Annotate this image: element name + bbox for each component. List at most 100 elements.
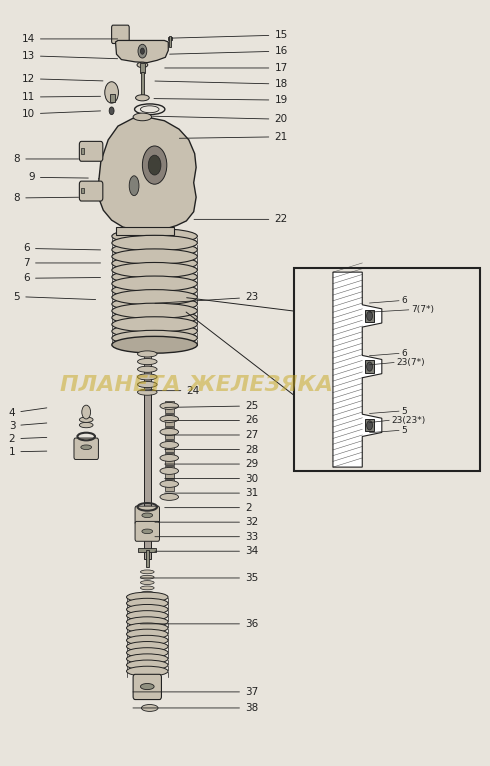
Ellipse shape (112, 330, 197, 345)
Text: 8: 8 (14, 154, 78, 164)
Ellipse shape (112, 249, 197, 264)
Ellipse shape (79, 422, 93, 427)
Text: 31: 31 (165, 488, 258, 498)
Text: 18: 18 (155, 79, 288, 89)
Ellipse shape (141, 570, 154, 574)
Ellipse shape (112, 242, 197, 257)
Text: 6: 6 (24, 273, 100, 283)
Bar (140, 64, 145, 74)
Ellipse shape (112, 296, 197, 312)
Text: 5: 5 (401, 407, 407, 416)
Circle shape (141, 48, 145, 54)
Text: 7: 7 (24, 258, 100, 268)
Ellipse shape (160, 493, 178, 500)
Ellipse shape (137, 62, 148, 67)
FancyBboxPatch shape (112, 25, 129, 44)
Bar (139, 548, 156, 552)
Circle shape (367, 421, 372, 430)
Text: 34: 34 (155, 546, 258, 556)
Text: 9: 9 (28, 172, 88, 182)
Ellipse shape (138, 389, 157, 395)
Text: 6: 6 (401, 296, 407, 305)
Text: 24: 24 (140, 385, 199, 396)
Ellipse shape (160, 480, 178, 487)
Ellipse shape (141, 581, 154, 584)
Bar (165, 414, 173, 426)
Ellipse shape (112, 290, 197, 305)
Bar (165, 427, 173, 439)
Ellipse shape (160, 441, 178, 448)
Ellipse shape (133, 113, 152, 121)
Text: 27: 27 (165, 430, 258, 440)
Text: 1: 1 (9, 447, 47, 457)
Text: 37: 37 (133, 687, 258, 697)
Circle shape (109, 107, 114, 115)
Text: 36: 36 (140, 619, 258, 629)
Bar (165, 401, 173, 413)
Text: 15: 15 (172, 30, 288, 40)
FancyBboxPatch shape (79, 142, 103, 162)
Text: 8: 8 (14, 193, 78, 203)
Ellipse shape (142, 513, 153, 518)
Text: 28: 28 (165, 444, 258, 454)
Text: 2: 2 (165, 502, 252, 512)
Ellipse shape (126, 666, 168, 676)
Text: 12: 12 (22, 74, 103, 83)
Ellipse shape (112, 270, 197, 284)
Text: 35: 35 (140, 573, 258, 583)
Ellipse shape (126, 642, 168, 651)
Text: 23(7*): 23(7*) (396, 358, 425, 367)
Ellipse shape (126, 611, 168, 620)
Bar (81, 149, 84, 154)
Ellipse shape (126, 654, 168, 664)
Bar (165, 440, 173, 452)
Ellipse shape (142, 705, 158, 712)
Ellipse shape (141, 106, 159, 113)
Bar (81, 188, 84, 193)
Ellipse shape (112, 256, 197, 271)
Ellipse shape (138, 381, 157, 388)
Ellipse shape (126, 623, 168, 633)
Ellipse shape (126, 660, 168, 670)
Ellipse shape (138, 366, 157, 372)
Ellipse shape (112, 276, 197, 291)
Ellipse shape (126, 648, 168, 658)
Ellipse shape (81, 445, 92, 450)
Text: 38: 38 (133, 703, 258, 713)
Ellipse shape (141, 591, 154, 595)
FancyBboxPatch shape (74, 438, 98, 460)
Circle shape (138, 44, 147, 58)
Text: 23(23*): 23(23*) (392, 416, 426, 425)
Ellipse shape (112, 283, 197, 298)
Bar (365, 309, 374, 322)
Circle shape (367, 311, 372, 320)
Text: 11: 11 (22, 92, 100, 102)
Ellipse shape (141, 586, 154, 590)
Text: 22: 22 (194, 214, 288, 224)
Polygon shape (333, 272, 382, 467)
Text: 10: 10 (22, 109, 100, 119)
Polygon shape (116, 41, 168, 63)
FancyBboxPatch shape (79, 181, 103, 201)
Ellipse shape (160, 402, 178, 409)
Bar (168, 37, 172, 41)
Text: 33: 33 (155, 532, 258, 542)
Bar (294, 268, 480, 471)
Circle shape (82, 405, 91, 419)
Text: 6: 6 (24, 244, 100, 254)
Bar (365, 419, 374, 431)
Text: 17: 17 (165, 63, 288, 73)
Ellipse shape (112, 336, 197, 353)
Text: 19: 19 (154, 95, 288, 105)
Circle shape (105, 82, 119, 103)
Text: 30: 30 (165, 473, 258, 483)
Text: 14: 14 (22, 34, 118, 44)
Text: 23: 23 (155, 293, 258, 303)
Polygon shape (98, 118, 196, 231)
Ellipse shape (126, 592, 168, 602)
Ellipse shape (142, 529, 153, 534)
Circle shape (143, 146, 167, 184)
Ellipse shape (138, 351, 157, 357)
Text: 5: 5 (401, 426, 407, 435)
Ellipse shape (136, 95, 149, 101)
